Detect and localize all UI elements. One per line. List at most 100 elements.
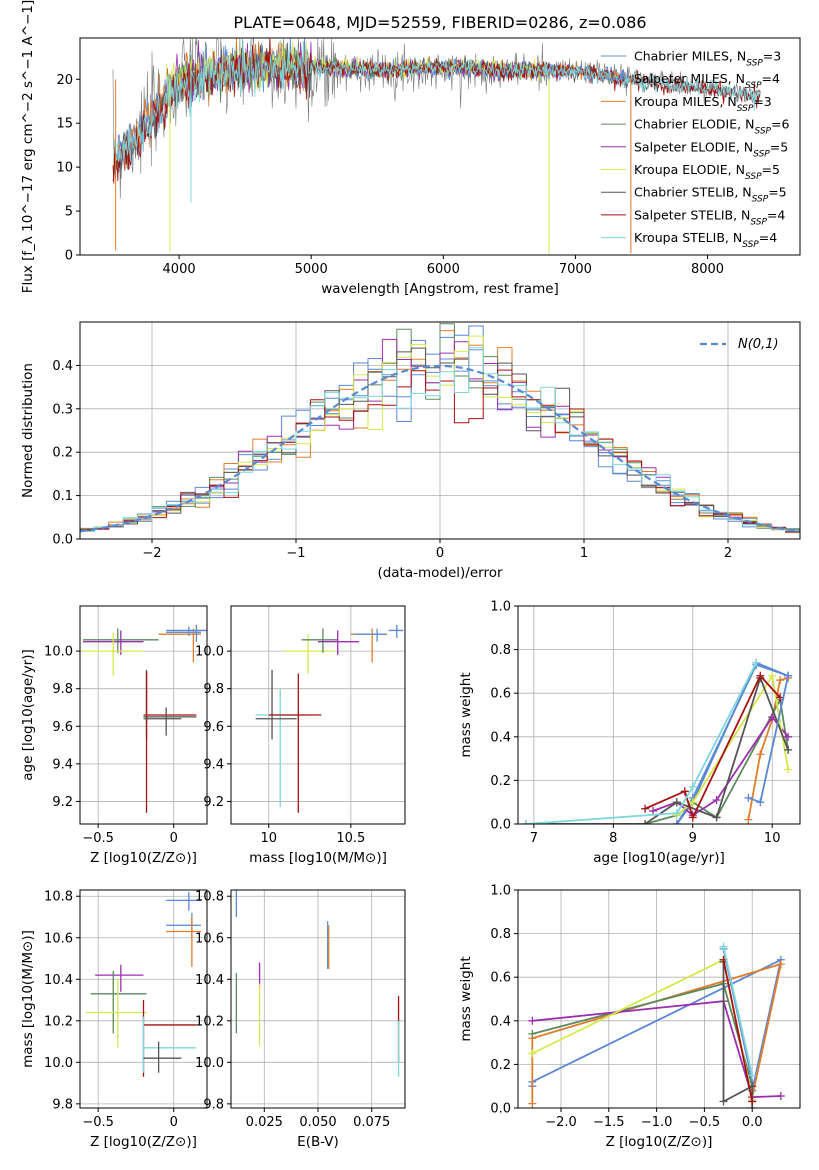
mass-weight-marker [688,782,697,791]
mass-weight-marker [528,1029,537,1038]
y-tick-label: 10 [56,161,73,176]
legend-label: Chabrier STELIB, NSSP=5 [634,185,787,205]
plot-area [86,892,201,1077]
x-axis-label: (data-model)/error [377,565,503,581]
mass-weight-marker [784,765,793,774]
legend-subscript: SSP [745,172,762,182]
y-axis-label: age [log10(age/yr)] [20,649,36,781]
mass-weight-marker [752,658,761,667]
x-tick-label: 8 [609,831,617,846]
legend-label: Kroupa STELIB, NSSP=4 [634,230,777,250]
mass-weight-marker [768,671,777,680]
y-tick-label: 10.4 [195,973,224,988]
x-tick-label: −1.5 [593,1115,625,1130]
plot-area [521,658,793,824]
axes-frame [230,605,406,825]
mass-weight-marker [776,1092,785,1101]
legend-label: Salpeter STELIB, NSSP=4 [634,207,785,227]
x-axis-label: mass [log10(M/M⊙)] [249,850,387,866]
mass-weight-line [722,959,754,1102]
axes-frame [517,605,801,825]
mass-weight-marker [756,798,765,807]
axes-frame [79,37,801,256]
y-tick-label: 0.8 [490,643,511,658]
mass-weight-marker [641,820,650,824]
x-tick-label: 7 [530,831,538,846]
axes-frame [517,889,801,1109]
y-tick-label: 0.3 [52,402,73,417]
y-tick-label: 10.6 [44,931,73,946]
legend-subscript: SSP [745,81,762,91]
mass-weight-marker [748,1071,757,1080]
y-tick-label: 0.4 [52,359,73,374]
gaussian-curve [80,364,800,533]
axes-mass_weight_vs_Z: −2.0 −1.5 −1.0 −0.5 0.0 0.0 0.2 0.4 0.6 0.8 1.0 Z [… [458,884,801,1150]
x-tick-label: −2 [142,546,161,561]
x-tick-label: 5000 [295,262,328,277]
y-tick-label: 0.4 [490,730,511,745]
x-tick-label: −0.5 [82,831,114,846]
y-tick-label: 9.8 [203,1097,224,1112]
mass-weight-marker [744,815,753,824]
mass-weight-marker [649,806,658,815]
legend-label: Salpeter ELODIE, NSSP=5 [634,139,788,159]
x-tick-label: −1.0 [641,1115,673,1130]
mass-weight-marker [784,732,793,741]
y-tick-label: 9.8 [52,1097,73,1112]
axes-frame [79,605,208,825]
axes-residuals: −2 −1 0 1 2 0.0 0.1 0.2 0.3 0.4 (data-model)/error… [20,321,801,581]
x-axis-label: Z [log10(Z/Z⊙)] [90,1134,197,1150]
y-tick-label: 0.6 [490,687,511,702]
y-tick-label: 0.2 [490,1058,511,1073]
mass-weight-marker [712,813,721,822]
x-axis-label: age [log10(age/yr)] [593,850,725,866]
mass-weight-marker [776,676,785,685]
x-tick-label: 10.5 [336,831,365,846]
y-tick-label: 0.1 [52,489,73,504]
axes-mass_weight_vs_age: 7 8 9 10 0.0 0.2 0.4 0.6 0.8 1.0 age [log10(age/yr… [458,600,801,866]
model-line [112,40,761,164]
axes-age_vs_mass: 10 10.5 9.2 9.4 9.6 9.8 10.0 mass [log10(M/M⊙)] [195,605,406,866]
y-tick-label: 0.2 [52,446,73,461]
x-tick-label: −2.0 [545,1115,577,1130]
plot-area [235,890,400,1077]
x-tick-label: 7000 [559,262,592,277]
y-tick-label: 0.8 [490,927,511,942]
legend: N(0,1) [700,337,779,352]
y-tick-label: 10.0 [195,1056,224,1071]
model-line [112,38,761,184]
mass-weight-marker [680,787,689,796]
mass-weight-marker [641,804,650,813]
mass-weight-line [531,958,754,1100]
mass-weight-marker [688,798,697,807]
y-tick-label: 9.6 [52,720,73,735]
y-tick-label: 9.8 [52,682,73,697]
axes-mass_vs_Z: −0.5 0 9.8 10.0 10.2 10.4 10.6 10.8 Z [log10(Z/Z… [20,889,208,1150]
mass-weight-line [676,674,789,816]
mass-weight-marker [528,1016,537,1025]
legend-label: Salpeter MILES, NSSP=4 [634,71,780,91]
plot-area [80,323,800,534]
y-tick-label: 0.0 [490,818,511,833]
legend-subscript: SSP [753,149,770,159]
y-tick-label: 0 [65,249,73,264]
y-tick-label: 5 [65,205,73,220]
y-tick-label: 10.2 [44,1014,73,1029]
x-tick-label: 10 [260,831,277,846]
y-axis-label: mass weight [458,956,474,1041]
x-tick-label: 2 [724,546,732,561]
y-tick-label: 9.2 [203,795,224,810]
axes-spectrum: 4000 5000 6000 7000 8000 0 5 10 15 20 wavelength [… [20,0,801,297]
y-tick-label: 9.4 [52,757,73,772]
y-tick-label: 10.6 [195,931,224,946]
legend-label: Chabrier ELODIE, NSSP=6 [634,117,789,137]
legend-subscript: SSP [742,240,759,250]
x-tick-label: 0 [170,831,178,846]
plot-area [528,942,785,1108]
legend-subscript: SSP [752,195,769,205]
legend-subscript: SSP [754,127,771,137]
y-axis-label: Normed distribution [20,363,36,498]
plot-area [112,38,761,254]
y-tick-label: 0.4 [490,1014,511,1029]
